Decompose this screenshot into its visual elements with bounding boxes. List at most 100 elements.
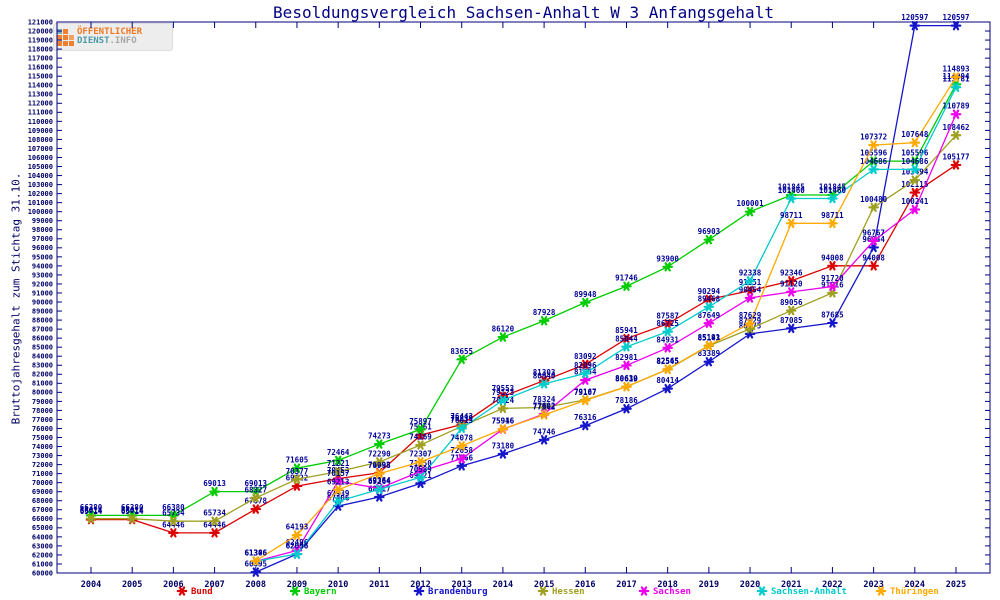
point-label: 64446: [203, 520, 226, 529]
data-point-marker: [662, 319, 673, 329]
svg-text:2016: 2016: [575, 580, 595, 590]
point-label: 78186: [615, 396, 638, 405]
point-label: 61306: [244, 549, 267, 558]
point-label: 71093: [368, 460, 391, 469]
point-label: 82981: [615, 353, 638, 362]
data-point-marker: [209, 486, 220, 497]
svg-text:2004: 2004: [81, 580, 101, 590]
svg-text:2018: 2018: [657, 580, 677, 590]
point-label: 87685: [821, 310, 844, 319]
logo-text: ÖFFENTLICHER DIENST.INFO: [77, 28, 142, 46]
point-label: 80414: [656, 376, 679, 385]
svg-text:78000: 78000: [32, 407, 53, 415]
legend-label: Bund: [191, 587, 213, 597]
point-label: 79553: [492, 384, 515, 393]
data-point-marker: [868, 164, 879, 175]
data-point-marker: [785, 193, 797, 204]
svg-text:2014: 2014: [493, 580, 513, 590]
series-bayern: 66380 66380 66380 69013 69013 71605 72464 74273…: [80, 72, 970, 521]
data-point-marker: [374, 468, 385, 479]
legend-label: Sachsen: [653, 587, 691, 597]
svg-text:80000: 80000: [32, 389, 53, 397]
svg-text:85000: 85000: [32, 344, 53, 352]
point-label: 66380: [162, 503, 185, 512]
data-point-marker: [785, 323, 797, 334]
data-point-marker: [621, 281, 632, 291]
point-label: 66014: [80, 506, 103, 515]
point-label: 64446: [162, 520, 185, 529]
svg-text:89000: 89000: [32, 307, 53, 315]
svg-text:65000: 65000: [32, 524, 53, 532]
data-point-marker: [662, 343, 673, 353]
point-label: 94008: [821, 253, 844, 262]
svg-text:2013: 2013: [451, 580, 471, 590]
point-label: 89468: [698, 294, 721, 303]
data-point-marker: [579, 297, 591, 308]
svg-text:2022: 2022: [822, 580, 842, 590]
point-label: 76443: [450, 412, 473, 421]
data-point-marker: [950, 20, 962, 31]
point-label: 74169: [409, 433, 432, 442]
point-label: 76013: [450, 416, 473, 425]
data-point-marker: [250, 493, 262, 503]
data-point-marker: [415, 457, 426, 467]
point-label: 66380: [80, 503, 103, 512]
data-point-marker: [374, 484, 385, 495]
data-point-marker: [950, 72, 962, 82]
data-point-marker: [703, 340, 715, 351]
data-point-marker: [374, 439, 385, 449]
data-point-marker: [250, 504, 262, 514]
data-point-marker: [662, 262, 673, 272]
data-point-marker: [638, 586, 650, 596]
logo-line1: ÖFFENTLICHER: [77, 27, 143, 37]
svg-text:103000: 103000: [28, 181, 53, 189]
point-label: 86120: [492, 325, 515, 334]
data-point-marker: [621, 333, 632, 344]
point-label: 69013: [244, 479, 267, 488]
data-point-marker: [785, 305, 797, 316]
point-label: 98711: [821, 211, 844, 220]
point-label: 67406: [327, 494, 350, 503]
data-point-marker: [579, 368, 591, 379]
data-point-marker: [950, 160, 962, 170]
svg-text:2019: 2019: [699, 580, 719, 590]
data-point-marker: [456, 423, 468, 434]
svg-text:2020: 2020: [740, 580, 760, 590]
point-label: 104686: [860, 157, 888, 166]
point-label: 96767: [862, 228, 885, 237]
point-label: 65734: [203, 509, 226, 518]
svg-text:2005: 2005: [122, 580, 142, 590]
series-thüringen: 61346 64193 69213 70998 72307 74078 75946 77502…: [244, 65, 970, 566]
legend-label: Sachsen-Anhalt: [771, 587, 847, 597]
point-label: 67078: [244, 497, 267, 506]
data-point-marker: [703, 302, 715, 312]
data-point-marker: [621, 382, 632, 392]
legend-label: Bayern: [304, 587, 337, 597]
data-point-marker: [662, 326, 673, 337]
point-label: 81303: [533, 368, 556, 377]
data-point-marker: [827, 281, 838, 292]
legend: Bund Bayern Brandenburg Hessen Sachsen Sachse…: [176, 586, 939, 597]
data-point-marker: [579, 420, 591, 431]
logo-line2-primary: DIENST: [77, 36, 110, 46]
legend-label: Brandenburg: [428, 587, 488, 597]
point-label: 103494: [901, 168, 929, 177]
point-label: 83389: [698, 349, 721, 358]
oeffentlicher-dienst-logo[interactable]: ÖFFENTLICHER DIENST.INFO: [53, 23, 173, 51]
data-point-marker: [415, 472, 426, 483]
point-label: 114893: [942, 65, 970, 74]
data-point-marker: [950, 130, 962, 140]
point-label: 76316: [574, 413, 597, 422]
point-label: 74746: [533, 427, 556, 436]
point-label: 90454: [739, 285, 762, 294]
data-point-marker: [744, 293, 756, 303]
data-point-marker: [909, 20, 921, 31]
point-label: 87629: [739, 311, 762, 320]
point-label: 87928: [533, 308, 556, 317]
svg-text:2010: 2010: [328, 580, 348, 590]
svg-text:95000: 95000: [32, 253, 53, 261]
legend-label: Hessen: [552, 587, 585, 597]
point-label: 76239: [450, 414, 473, 423]
point-label: 87649: [698, 311, 721, 320]
svg-text:101000: 101000: [28, 199, 53, 207]
